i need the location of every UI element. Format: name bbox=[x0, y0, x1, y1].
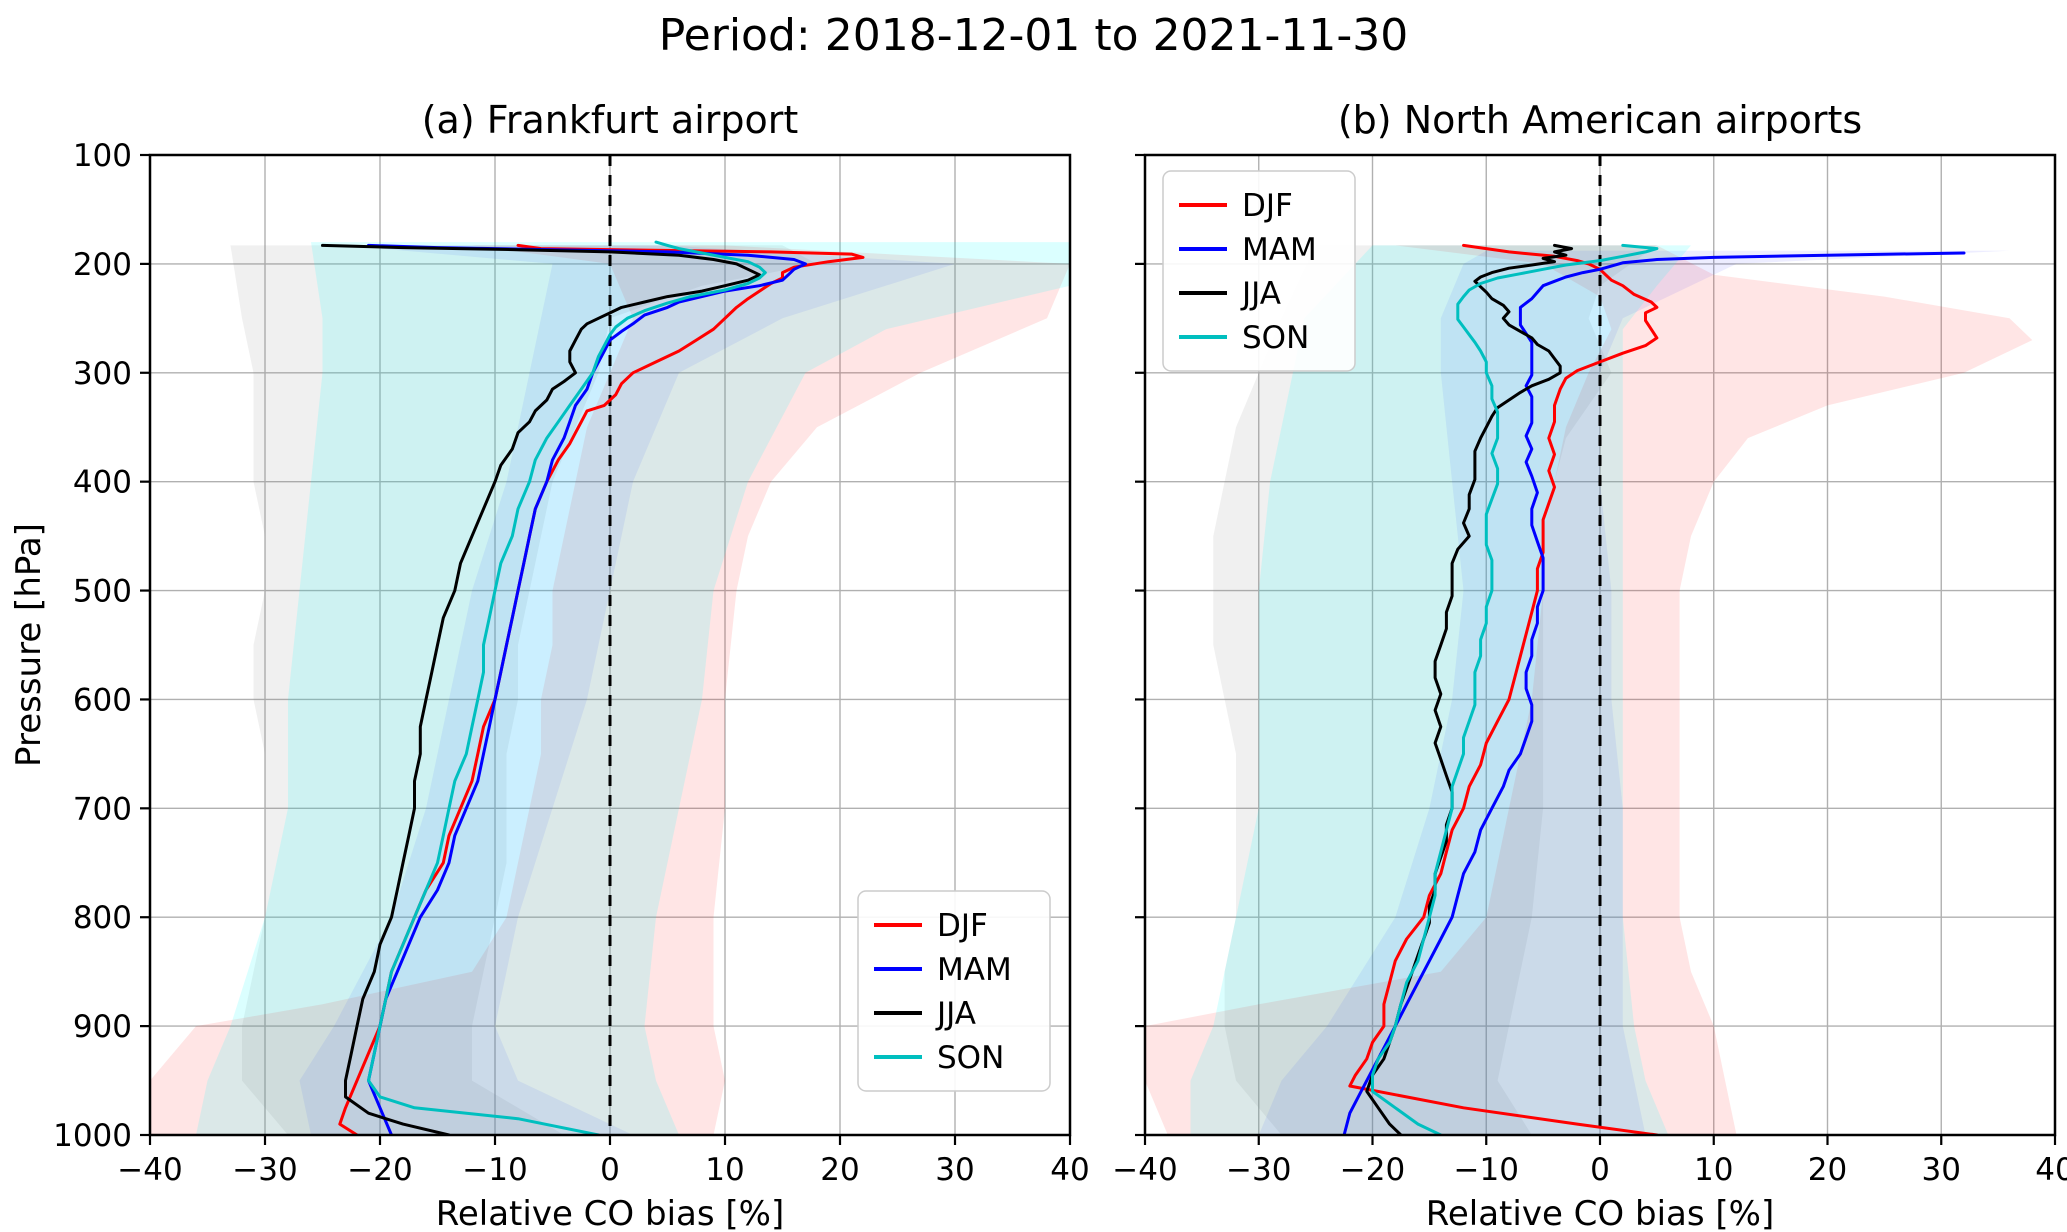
x-tick-label: 10 bbox=[1694, 1152, 1733, 1188]
series-line-SON bbox=[367, 240, 767, 1135]
x-axis-label: Relative CO bias [%] bbox=[1426, 1194, 1774, 1232]
uncertainty-band-JJA-spread bbox=[1213, 245, 1657, 1135]
x-axis-label: Relative CO bias [%] bbox=[436, 1194, 784, 1232]
x-tick-label: 20 bbox=[820, 1152, 859, 1188]
legend-box bbox=[1162, 170, 1356, 372]
legend-label-MAM: MAM bbox=[1242, 232, 1317, 268]
y-tick-label: 200 bbox=[73, 247, 132, 283]
x-tick-label: 30 bbox=[935, 1152, 974, 1188]
x-tick-label: −40 bbox=[117, 1152, 182, 1188]
x-tick-label: 10 bbox=[705, 1152, 744, 1188]
x-tick-label: −30 bbox=[232, 1152, 297, 1188]
x-tick-label: −10 bbox=[462, 1152, 527, 1188]
uncertainty-band-MAM-spread bbox=[299, 245, 955, 1135]
uncertainty-band-DJF-spread bbox=[150, 245, 1070, 1135]
uncertainty-bands bbox=[150, 242, 1070, 1135]
panel-b: −40 −30 −20 −10 0 10 20 30 40 (b) North American … bbox=[1112, 98, 2067, 1232]
panel-title: (b) North American airports bbox=[1338, 98, 1862, 142]
series-line-DJF bbox=[1348, 243, 1659, 1135]
x-tick-label: 0 bbox=[1590, 1152, 1610, 1188]
legend: DJF MAM JJA SON bbox=[857, 890, 1051, 1092]
legend-label-MAM: MAM bbox=[937, 952, 1012, 988]
legend-box bbox=[857, 890, 1051, 1092]
legend-label-SON: SON bbox=[1242, 320, 1309, 356]
y-tick-label: 600 bbox=[73, 682, 132, 718]
y-tick-label: 500 bbox=[73, 574, 132, 610]
uncertainty-band-JJA-spread bbox=[230, 245, 817, 1135]
uncertainty-band-MAM-spread bbox=[1258, 250, 2010, 1135]
panel-title: (a) Frankfurt airport bbox=[422, 98, 799, 142]
y-tick-label: 900 bbox=[73, 1009, 132, 1045]
series-line-SON bbox=[1371, 243, 1659, 1135]
x-tick-label: −40 bbox=[1112, 1152, 1177, 1188]
figure-title: Period: 2018-12-01 to 2021-11-30 bbox=[658, 10, 1409, 61]
series-line-MAM bbox=[367, 243, 807, 1135]
legend-label-DJF: DJF bbox=[1242, 188, 1293, 224]
uncertainty-band-DJF-spread bbox=[1145, 245, 2033, 1135]
y-tick-label: 100 bbox=[73, 138, 132, 174]
y-tick-label: 400 bbox=[73, 465, 132, 501]
legend-label-DJF: DJF bbox=[937, 908, 988, 944]
uncertainty-bands bbox=[1145, 245, 2033, 1135]
y-axis-label: Pressure [hPa] bbox=[9, 523, 49, 767]
x-tick-label: −20 bbox=[1340, 1152, 1405, 1188]
x-tick-label: 20 bbox=[1808, 1152, 1847, 1188]
x-tick-label: 40 bbox=[2035, 1152, 2067, 1188]
y-tick-label: 800 bbox=[73, 900, 132, 936]
x-tick-label: 40 bbox=[1050, 1152, 1089, 1188]
x-tick-label: −30 bbox=[1226, 1152, 1291, 1188]
legend-label-SON: SON bbox=[937, 1040, 1004, 1076]
series-line-JJA bbox=[321, 243, 761, 1135]
legend-label-JJA: JJA bbox=[1240, 276, 1281, 312]
legend: DJF MAM JJA SON bbox=[1162, 170, 1356, 372]
y-tick-label: 700 bbox=[73, 791, 132, 827]
x-tick-label: 0 bbox=[600, 1152, 620, 1188]
x-tick-label: −20 bbox=[347, 1152, 412, 1188]
panel-a: −40 −30 −20 −10 0 10 20 30 40 100 200 300 400 500 600 7… bbox=[9, 98, 1090, 1232]
series-line-MAM bbox=[1342, 251, 1966, 1135]
y-tick-label: 300 bbox=[73, 356, 132, 392]
x-tick-label: −10 bbox=[1454, 1152, 1519, 1188]
legend-label-JJA: JJA bbox=[935, 996, 976, 1032]
uncertainty-band-SON-spread bbox=[196, 242, 1070, 1135]
x-tick-label: 30 bbox=[1922, 1152, 1961, 1188]
y-tick-label: 1000 bbox=[53, 1118, 132, 1154]
